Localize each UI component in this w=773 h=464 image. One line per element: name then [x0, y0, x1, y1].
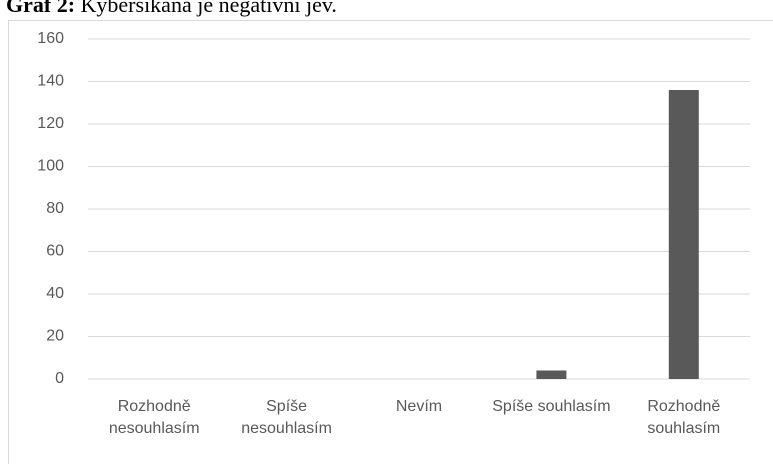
x-tick-label: Rozhodně souhlasím — [647, 398, 721, 437]
chart-title-label: Graf 2: — [6, 0, 76, 17]
y-tick-label: 20 — [46, 328, 64, 345]
x-tick-label: Nevím — [395, 398, 443, 415]
y-tick-label: 100 — [37, 158, 64, 175]
y-tick-label: 160 — [37, 30, 64, 47]
y-tick-label: 40 — [46, 285, 64, 302]
bar — [536, 370, 567, 379]
chart-title: Kyberšikana je negativní jev. — [80, 0, 337, 17]
y-tick-label: 0 — [55, 370, 64, 387]
x-tick-label: Spíše souhlasím — [492, 398, 611, 415]
chart-border — [8, 20, 773, 464]
x-tick-label: Rozhodně nesouhlasím — [108, 398, 200, 437]
y-tick-label: 80 — [46, 200, 64, 217]
x-tick-label: Spíše nesouhlasím — [241, 398, 332, 437]
y-tick-label: 140 — [37, 73, 64, 90]
y-tick-label: 120 — [37, 115, 64, 132]
y-tick-label: 60 — [46, 243, 64, 260]
chart-title-wrap: Graf 2: Kyberšikana je negativní jev. — [6, 0, 337, 18]
bar — [668, 90, 699, 379]
